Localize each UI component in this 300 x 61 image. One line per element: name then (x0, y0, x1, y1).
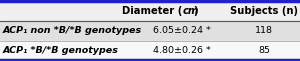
Text: Subjects (n): Subjects (n) (230, 6, 298, 16)
Text: ACP₁ *B/*B genotypes: ACP₁ *B/*B genotypes (3, 46, 119, 55)
Text: cm: cm (182, 6, 199, 16)
Text: 4.80±0.26 *: 4.80±0.26 * (153, 46, 211, 55)
Text: Diameter (: Diameter ( (122, 6, 182, 16)
Text: ): ) (193, 6, 197, 16)
Text: 118: 118 (255, 26, 273, 35)
Bar (0, 1, 300, 21)
Bar (0, 21, 300, 41)
Text: 85: 85 (258, 46, 270, 55)
Text: 6.05±0.24 *: 6.05±0.24 * (153, 26, 211, 35)
Bar (0, 41, 300, 60)
Text: ACP₁ non *B/*B genotypes: ACP₁ non *B/*B genotypes (3, 26, 142, 35)
